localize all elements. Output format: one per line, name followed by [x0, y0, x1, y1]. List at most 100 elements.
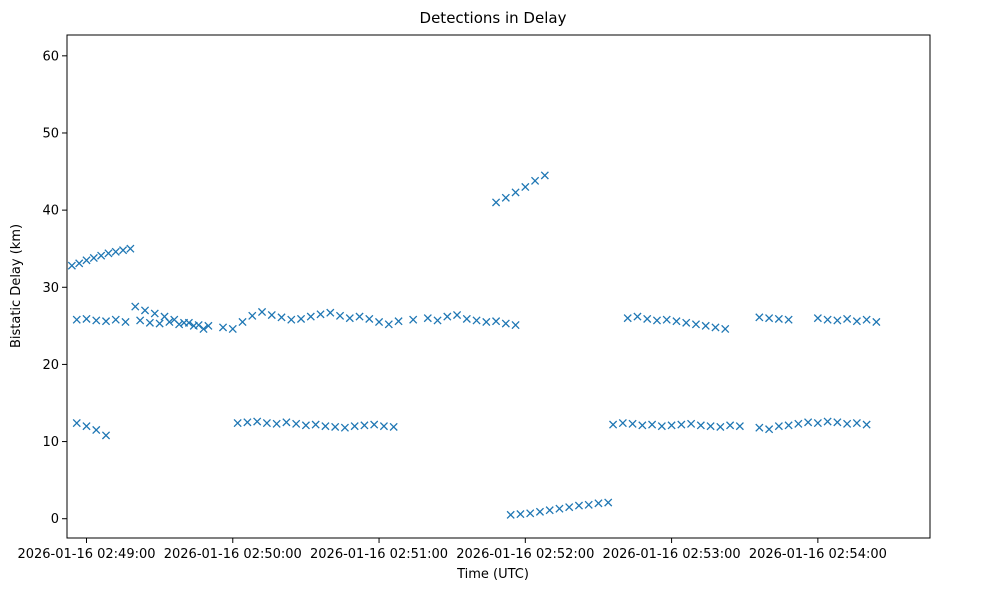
data-point: [150, 309, 159, 318]
data-point: [145, 318, 154, 327]
data-point: [511, 188, 520, 197]
data-point: [535, 507, 545, 516]
data-point: [248, 311, 257, 320]
data-point: [316, 310, 325, 319]
y-tick-label: 50: [42, 126, 59, 141]
x-tick-label: 2026-01-16 02:52:00: [456, 547, 594, 562]
data-point: [755, 423, 764, 432]
data-point: [531, 176, 540, 185]
data-point: [111, 315, 120, 324]
data-point: [862, 420, 871, 429]
data-point: [82, 422, 91, 431]
data-point: [638, 421, 647, 430]
data-point: [257, 307, 267, 317]
chart-title: Detections in Delay: [420, 9, 567, 27]
data-point: [511, 321, 520, 330]
data-point: [272, 419, 281, 428]
data-point: [292, 419, 301, 428]
data-point: [462, 314, 471, 323]
y-tick-label: 20: [42, 358, 59, 373]
data-point: [335, 311, 345, 320]
data-point: [72, 315, 81, 324]
data-point: [374, 317, 384, 327]
data-point: [667, 421, 676, 430]
data-point: [506, 510, 515, 519]
data-point: [726, 421, 735, 430]
data-point: [574, 501, 584, 510]
y-axis: 0 10 20 30 40 50 60: [42, 49, 67, 527]
data-point: [253, 417, 262, 426]
data-point: [628, 419, 637, 428]
data-point: [101, 317, 111, 326]
data-point: [540, 171, 549, 180]
data-point: [365, 314, 374, 323]
data-point: [384, 320, 393, 329]
y-tick-label: 60: [42, 49, 59, 64]
data-point: [75, 259, 84, 268]
data-point: [482, 317, 491, 327]
data-point: [433, 316, 442, 325]
data-points: [67, 171, 881, 519]
data-point: [521, 182, 530, 192]
data-point: [618, 418, 627, 428]
data-point: [423, 314, 432, 323]
data-point: [833, 418, 842, 427]
data-point: [189, 321, 198, 330]
data-point: [716, 422, 725, 431]
data-point: [584, 500, 593, 509]
data-point: [852, 418, 861, 428]
data-point: [360, 421, 369, 430]
data-point: [652, 316, 662, 325]
data-point: [677, 420, 686, 429]
data-point: [355, 312, 364, 321]
data-point: [92, 316, 101, 325]
data-point: [262, 418, 271, 428]
plot-frame: [66, 34, 931, 539]
data-point: [131, 302, 140, 311]
data-point: [199, 324, 208, 333]
data-point: [409, 315, 418, 324]
data-point: [691, 320, 701, 329]
data-point: [501, 319, 510, 328]
data-point: [311, 420, 320, 429]
data-point: [228, 324, 237, 333]
data-point: [301, 421, 310, 430]
data-point: [179, 318, 189, 327]
data-point: [696, 421, 705, 430]
data-point: [492, 198, 501, 207]
data-point: [267, 310, 276, 320]
data-point: [97, 251, 106, 260]
data-point: [121, 317, 130, 327]
data-point: [287, 315, 296, 324]
data-point: [813, 418, 822, 428]
data-point: [243, 418, 252, 427]
data-point: [111, 247, 120, 256]
data-point: [555, 504, 564, 513]
y-tick-label: 0: [51, 512, 59, 527]
data-point: [443, 312, 452, 321]
data-point: [89, 253, 98, 263]
data-point: [501, 193, 510, 202]
data-point: [774, 422, 783, 431]
data-point: [379, 422, 388, 431]
data-point: [516, 510, 525, 519]
data-point: [765, 425, 774, 434]
data-point: [735, 422, 744, 431]
data-point: [472, 316, 481, 325]
data-point: [672, 317, 681, 326]
data-point: [706, 422, 715, 431]
data-point: [526, 509, 535, 518]
data-point: [774, 314, 783, 323]
data-point: [565, 503, 574, 512]
x-tick-label: 2026-01-16 02:51:00: [310, 547, 448, 562]
data-point: [682, 318, 691, 327]
data-point: [101, 431, 111, 440]
data-point: [394, 317, 403, 326]
data-point: [277, 313, 286, 322]
data-point: [218, 323, 228, 332]
y-axis-label: Bistatic Delay (km): [9, 224, 24, 348]
data-point: [92, 425, 101, 435]
data-point: [687, 419, 696, 428]
